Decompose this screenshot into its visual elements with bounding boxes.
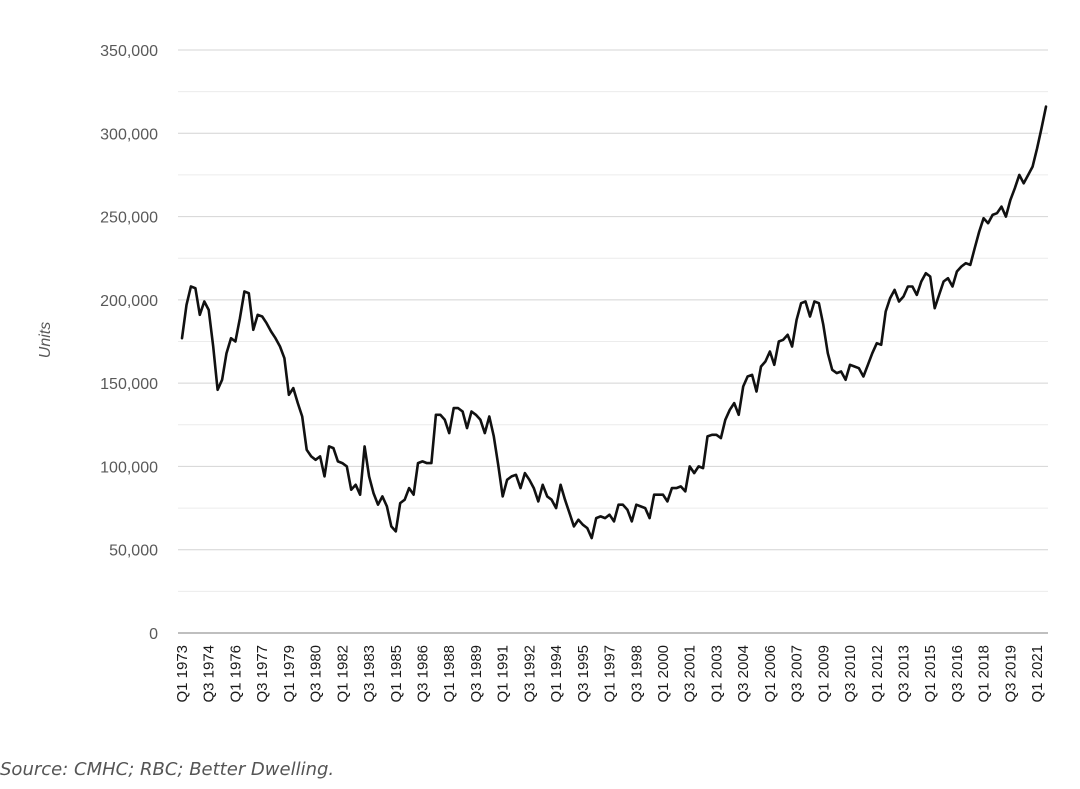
- source-note: Source: CMHC; RBC; Better Dwelling.: [0, 759, 335, 780]
- x-tick-label: Q1 2003: [708, 645, 725, 703]
- x-tick-label: Q3 1986: [415, 645, 432, 703]
- x-tick-label: Q1 1994: [548, 645, 565, 703]
- x-tick-label: Q1 2018: [976, 645, 993, 703]
- x-tick-label: Q3 2004: [735, 645, 752, 703]
- x-tick-label: Q3 1974: [201, 645, 218, 703]
- x-tick-label: Q3 1989: [468, 645, 485, 703]
- x-tick-label: Q1 1997: [602, 645, 619, 703]
- y-tick-label: 0: [149, 626, 158, 643]
- x-tick-label: Q3 2010: [842, 645, 859, 703]
- x-tick-label: Q1 2021: [1029, 645, 1046, 703]
- x-tick-label: Q1 2000: [655, 645, 672, 703]
- y-tick-label: 100,000: [100, 459, 158, 476]
- x-tick-label: Q1 1979: [281, 645, 298, 703]
- y-axis-label: Units: [37, 322, 54, 358]
- y-axis-tick-labels: 0 50,000 100,000 150,000 200,000 250,000 300,0…: [100, 43, 158, 643]
- x-tick-label: Q3 2016: [949, 645, 966, 703]
- x-tick-label: Q3 2019: [1002, 645, 1019, 703]
- x-tick-label: Q1 1988: [441, 645, 458, 703]
- x-tick-label: Q3 1992: [521, 645, 538, 703]
- gridlines: [178, 49, 1048, 592]
- x-tick-label: Q3 1983: [361, 645, 378, 703]
- y-tick-label: 350,000: [100, 43, 158, 60]
- x-tick-label: Q3 1977: [254, 645, 271, 703]
- x-tick-label: Q1 1991: [495, 645, 512, 703]
- y-tick-label: 300,000: [100, 126, 158, 143]
- x-tick-label: Q3 2013: [896, 645, 913, 703]
- x-tick-label: Q1 1982: [334, 645, 351, 703]
- x-tick-label: Q3 1980: [308, 645, 325, 703]
- y-tick-label: 200,000: [100, 293, 158, 310]
- x-tick-label: Q1 2006: [762, 645, 779, 703]
- x-tick-label: Q3 1998: [628, 645, 645, 703]
- x-tick-label: Q3 2007: [789, 645, 806, 703]
- x-axis-tick-labels: Q1 1973 Q3 1974 Q1 1976 Q3 1977 Q1 1979 Q3 19…: [174, 645, 1046, 703]
- x-tick-label: Q1 1985: [388, 645, 405, 703]
- y-tick-label: 250,000: [100, 210, 158, 227]
- x-tick-label: Q1 2012: [869, 645, 886, 703]
- x-tick-label: Q1 2009: [815, 645, 832, 703]
- x-tick-label: Q1 2015: [922, 645, 939, 703]
- series-line: [180, 105, 1048, 540]
- y-tick-label: 150,000: [100, 376, 158, 393]
- x-tick-label: Q3 1995: [575, 645, 592, 703]
- x-tick-label: Q1 1973: [174, 645, 191, 703]
- x-tick-label: Q1 1976: [227, 645, 244, 703]
- y-tick-label: 50,000: [109, 543, 158, 560]
- x-tick-label: Q3 2001: [682, 645, 699, 703]
